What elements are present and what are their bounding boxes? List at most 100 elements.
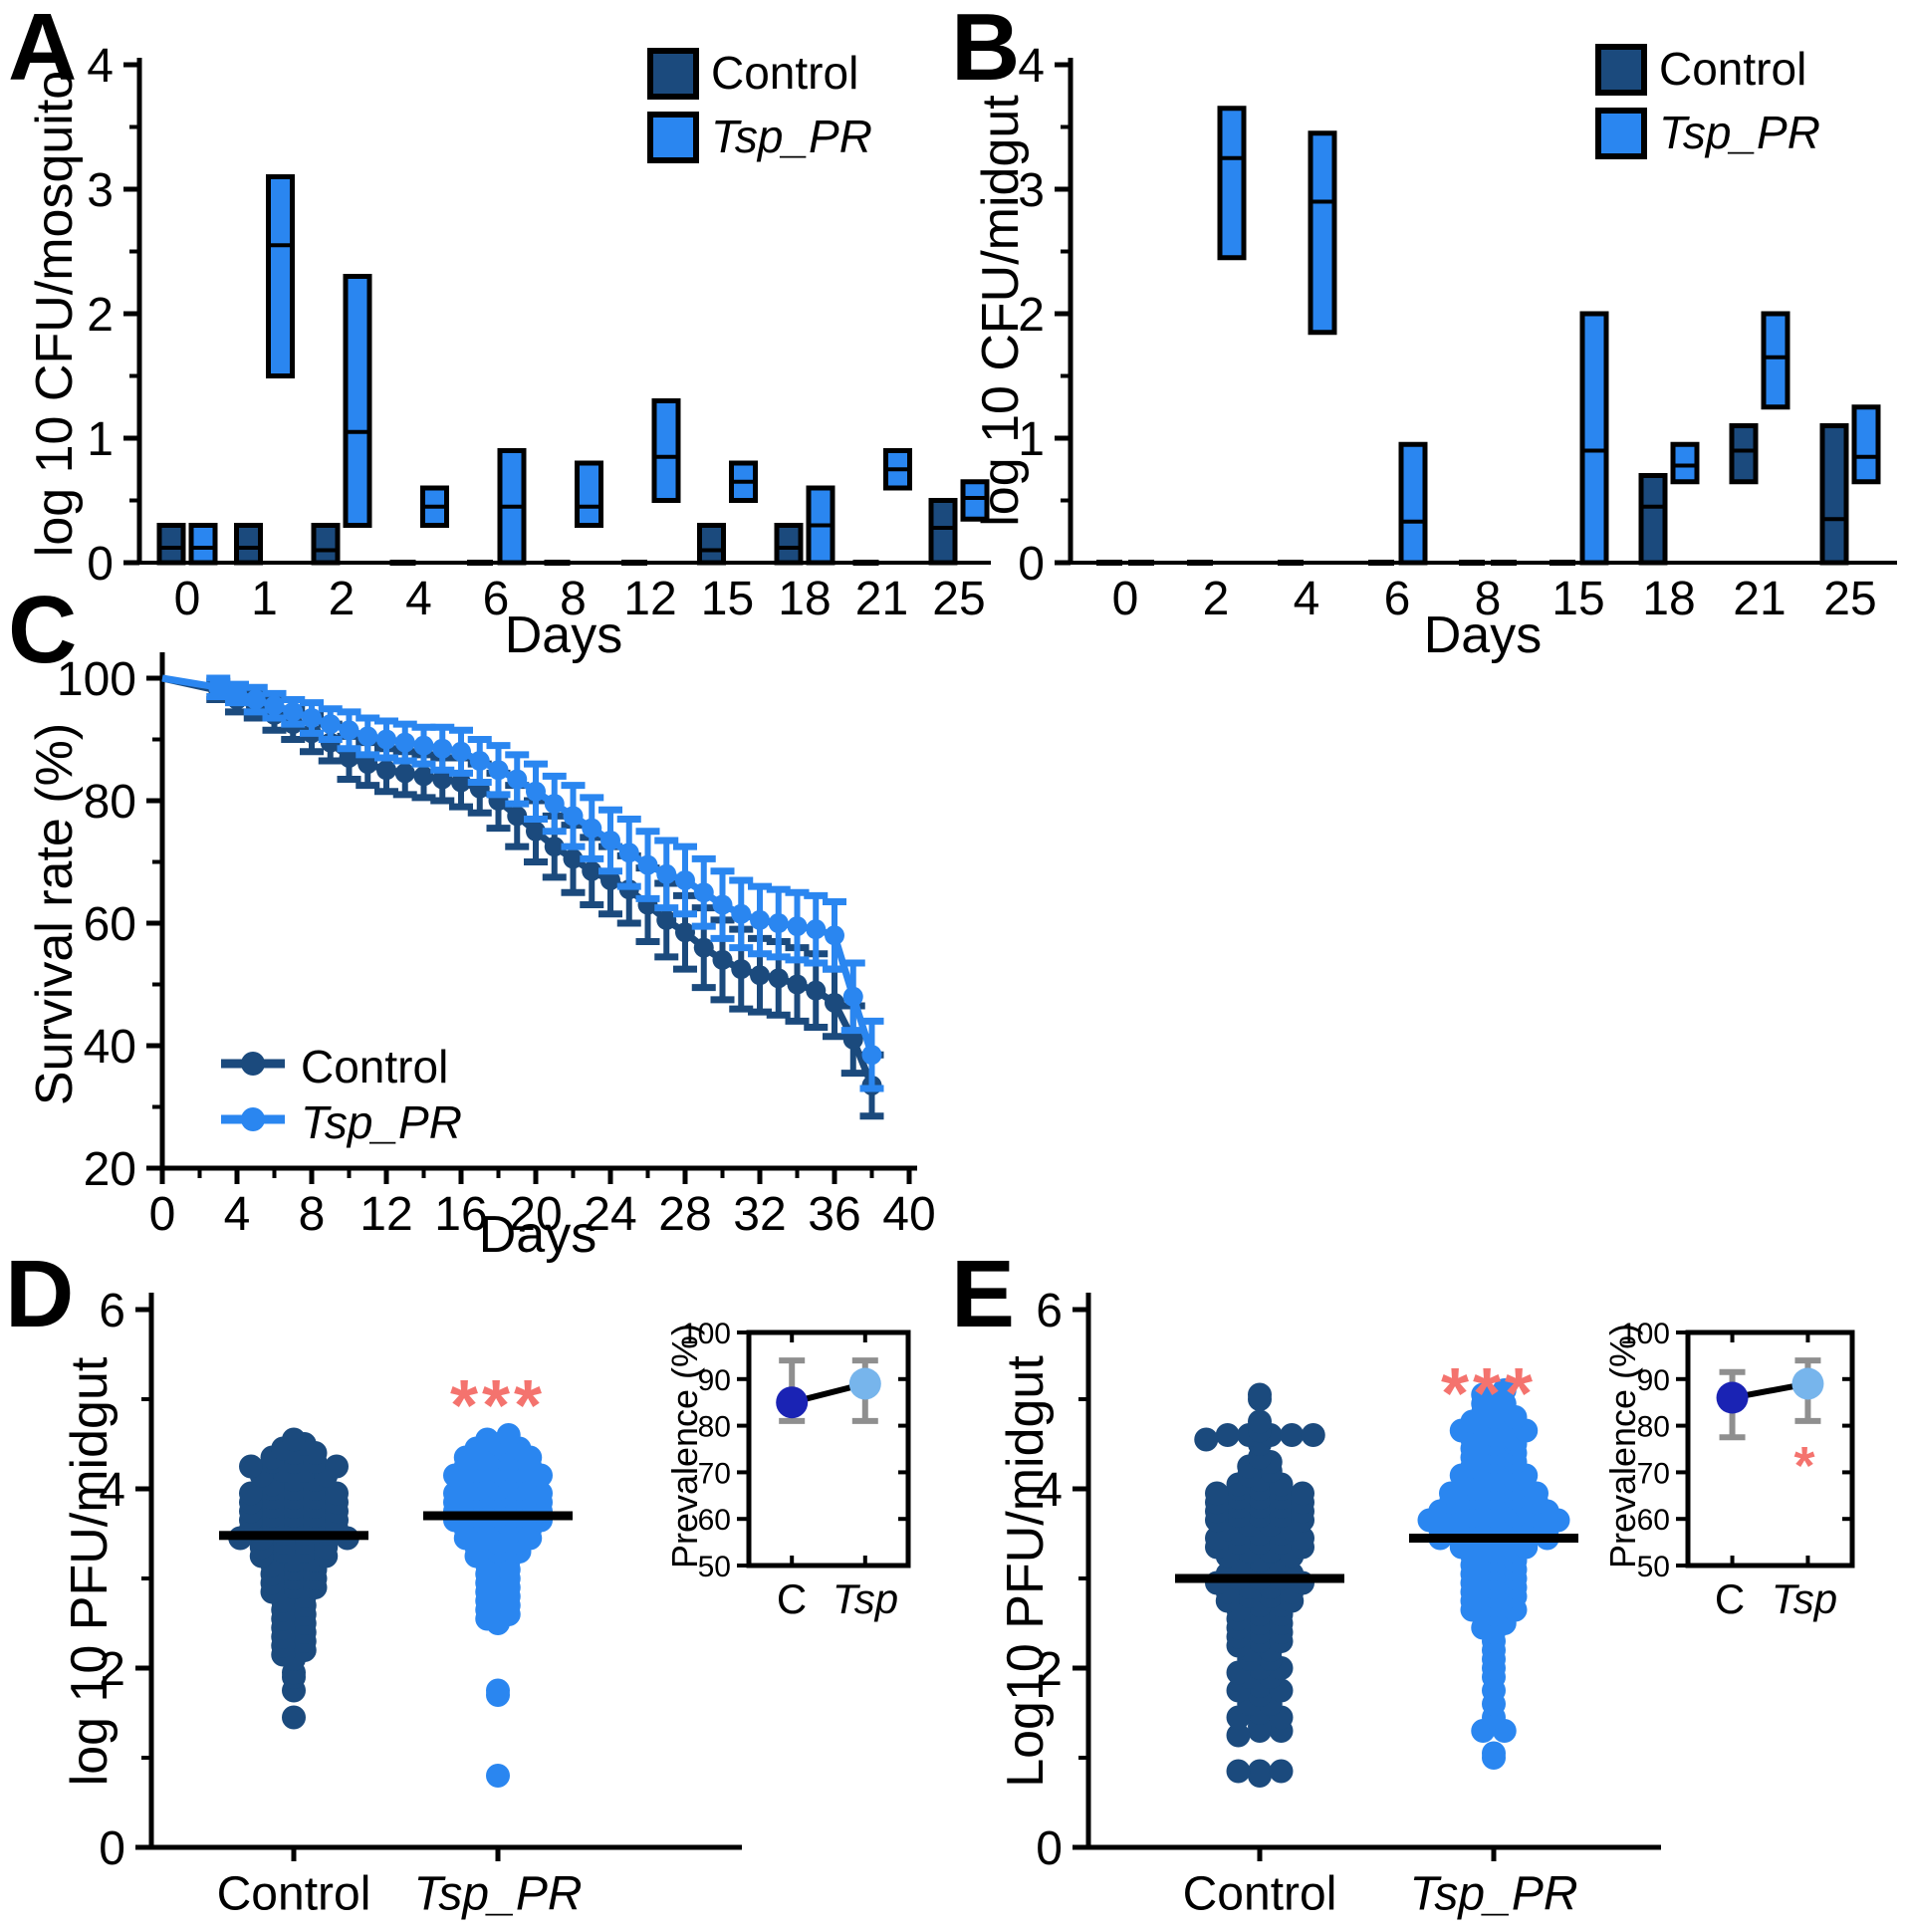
data-point-Control bbox=[842, 1029, 863, 1050]
x-tick-label: 36 bbox=[808, 1188, 860, 1241]
inset-point-C bbox=[776, 1386, 809, 1419]
bar-Control bbox=[1729, 423, 1759, 485]
data-point-Control bbox=[693, 937, 714, 958]
panel-c-y-axis-title: Survival rate (%) bbox=[26, 722, 84, 1106]
legend-swatch-tsp-pr bbox=[1595, 108, 1647, 159]
legend-marker-dot-tsp-pr bbox=[241, 1107, 265, 1131]
bar-zero-Control bbox=[1459, 560, 1485, 566]
data-point-Tsp_PR bbox=[787, 916, 808, 937]
data-point-Tsp_PR bbox=[394, 732, 415, 753]
data-point-Tsp_PR bbox=[712, 894, 733, 915]
bar-Control bbox=[697, 523, 726, 566]
x-tick-label: 2 bbox=[329, 573, 356, 625]
data-point-Tsp_PR bbox=[283, 701, 304, 722]
data-point-Control bbox=[394, 763, 415, 784]
median-line-Control bbox=[1175, 1573, 1344, 1583]
swarm-dot-Control bbox=[1301, 1423, 1325, 1447]
y-tick-label: 40 bbox=[84, 1021, 136, 1074]
y-tick-label: 2 bbox=[87, 289, 114, 342]
y-tick-label: 0 bbox=[87, 538, 114, 591]
x-tick-label: 0 bbox=[1112, 573, 1139, 625]
swarm-dot-Control bbox=[239, 1454, 263, 1479]
median-line-Tsp_PR bbox=[423, 1511, 573, 1521]
data-point-Tsp_PR bbox=[768, 913, 789, 933]
data-point-Tsp_PR bbox=[656, 863, 677, 884]
inset-point-Tsp bbox=[848, 1367, 881, 1400]
x-tick-label: 18 bbox=[778, 573, 831, 625]
bar-Tsp_PR bbox=[651, 398, 681, 503]
data-point-Control bbox=[507, 806, 528, 827]
y-tick-label: 4 bbox=[87, 40, 114, 93]
swarm-dot-Tsp_PR bbox=[1525, 1481, 1549, 1506]
x-tick-label: 15 bbox=[701, 573, 754, 625]
significance-stars-e: *** bbox=[1440, 1354, 1538, 1434]
data-point-Tsp_PR bbox=[582, 818, 602, 839]
x-tick-label: 21 bbox=[855, 573, 908, 625]
data-point-Control bbox=[582, 860, 602, 881]
x-tick-label: 2 bbox=[1203, 573, 1230, 625]
data-point-Tsp_PR bbox=[208, 677, 229, 698]
inset-y-tick-label: 80 bbox=[698, 1411, 731, 1444]
x-tick-label: 1 bbox=[251, 573, 278, 625]
data-point-Tsp_PR bbox=[488, 760, 509, 781]
group-label-control: Control bbox=[216, 1867, 371, 1921]
data-point-Tsp_PR bbox=[245, 689, 266, 710]
data-point-Tsp_PR bbox=[302, 707, 322, 728]
y-tick-label: 4 bbox=[1018, 40, 1045, 93]
x-tick-label: 40 bbox=[882, 1188, 935, 1241]
inset-e-label-tsp: Tsp bbox=[1771, 1575, 1838, 1622]
swarm-dot-Control bbox=[1194, 1427, 1219, 1452]
data-point-Control bbox=[787, 974, 808, 995]
bar-Tsp_PR bbox=[343, 274, 372, 528]
inset-y-tick-label: 50 bbox=[1637, 1551, 1670, 1583]
legend-label-control: Control bbox=[301, 1041, 449, 1092]
data-point-Control bbox=[413, 766, 434, 787]
x-tick-label: 12 bbox=[359, 1188, 412, 1241]
inset-point-Tsp bbox=[1791, 1367, 1824, 1400]
panel-e-label: E bbox=[951, 1241, 1016, 1347]
x-tick-label: 21 bbox=[1733, 573, 1786, 625]
bar-zero-Control bbox=[467, 560, 493, 566]
bar-zero-Control bbox=[1187, 560, 1213, 566]
y-tick-label: 0 bbox=[99, 1822, 125, 1875]
inset-y-tick-label: 60 bbox=[1637, 1504, 1670, 1537]
bar-Control bbox=[774, 523, 804, 566]
data-point-Tsp_PR bbox=[413, 735, 434, 756]
bar-zero-Control bbox=[389, 560, 416, 566]
bar-Tsp_PR bbox=[1398, 441, 1428, 566]
inset-point-C bbox=[1716, 1381, 1749, 1414]
data-point-Tsp_PR bbox=[544, 794, 565, 815]
panel-b-label: B bbox=[951, 0, 1021, 101]
bar-Control bbox=[1819, 423, 1849, 566]
inset-y-tick-label: 60 bbox=[698, 1504, 731, 1537]
inset-y-tick-label: 90 bbox=[698, 1364, 731, 1397]
bar-zero-Tsp_PR bbox=[1128, 560, 1154, 566]
data-point-Tsp_PR bbox=[320, 714, 341, 735]
inset-frame bbox=[1685, 1329, 1855, 1569]
data-point-Control bbox=[750, 965, 770, 986]
data-point-Tsp_PR bbox=[526, 781, 546, 802]
data-point-Control bbox=[563, 848, 584, 869]
y-tick-label: 4 bbox=[99, 1464, 125, 1517]
data-point-Control bbox=[825, 992, 844, 1013]
data-point-Tsp_PR bbox=[693, 882, 714, 903]
bar-zero-Control bbox=[1096, 560, 1122, 566]
swarm-dot-Control bbox=[1248, 1382, 1272, 1407]
data-point-Tsp_PR bbox=[469, 751, 490, 772]
swarm-dot-Control bbox=[1269, 1759, 1294, 1784]
legend-marker-dot-control bbox=[241, 1052, 265, 1076]
data-point-Control bbox=[600, 869, 620, 890]
y-tick-label: 2 bbox=[1018, 289, 1045, 342]
data-point-Control bbox=[731, 959, 752, 980]
inset-e-significance-star: * bbox=[1793, 1436, 1815, 1496]
inset-y-tick-label: 70 bbox=[698, 1457, 731, 1490]
data-point-Tsp_PR bbox=[861, 1045, 882, 1066]
bar-Tsp_PR bbox=[1579, 311, 1609, 566]
swarm-dot-Tsp_PR bbox=[1482, 1741, 1506, 1766]
inset-e-label-c: C bbox=[1714, 1575, 1746, 1622]
bar-Control bbox=[234, 523, 263, 566]
bar-zero-Control bbox=[621, 560, 647, 566]
bar-Tsp_PR bbox=[188, 523, 218, 566]
inset-y-tick-label: 100 bbox=[1620, 1318, 1670, 1350]
